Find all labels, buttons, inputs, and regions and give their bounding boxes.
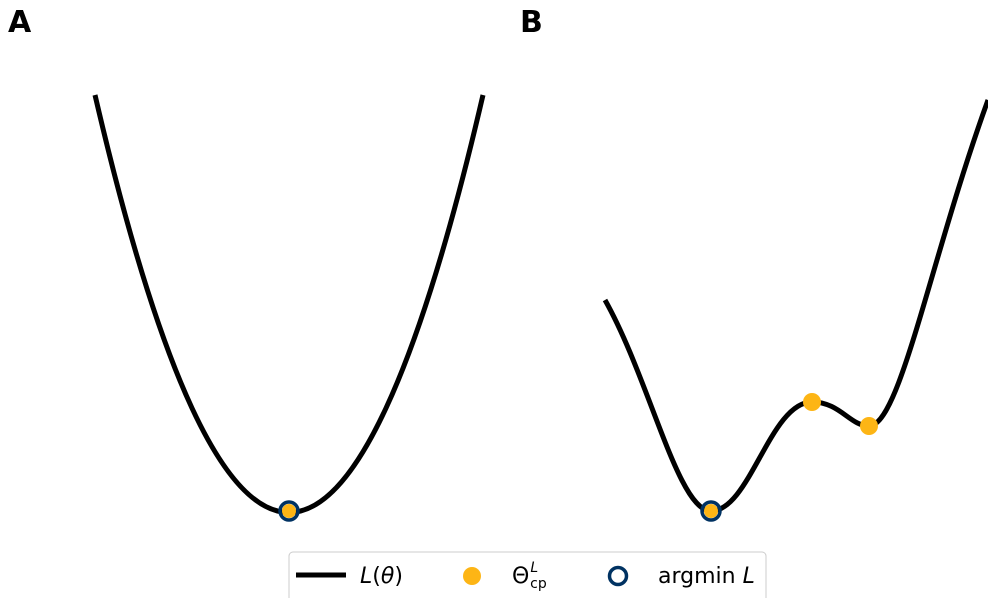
legend-box: [288, 551, 767, 598]
panel-label-b: B: [520, 5, 543, 40]
loss-curve-b: [602, 99, 988, 514]
legend-label-argmin: argmin L: [658, 564, 755, 589]
critical-point-b-2: [803, 393, 821, 411]
legend-label-critical-points: ΘL cp: [512, 560, 547, 592]
argmin-marker-a: [278, 500, 300, 522]
panel-label-a: A: [8, 5, 32, 40]
legend: L(θ) ΘL cp argmin L: [288, 551, 767, 598]
loss-curve-a: [92, 94, 486, 515]
critical-point-b-1: [704, 504, 718, 518]
argmin-marker-b: [700, 500, 722, 522]
critical-point-b-3: [860, 417, 878, 435]
legend-label-loss: L(θ): [360, 564, 403, 589]
critical-point-a: [282, 504, 296, 518]
legend-argmin-swatch: [607, 565, 629, 587]
legend-critical-point-swatch: [463, 567, 481, 585]
